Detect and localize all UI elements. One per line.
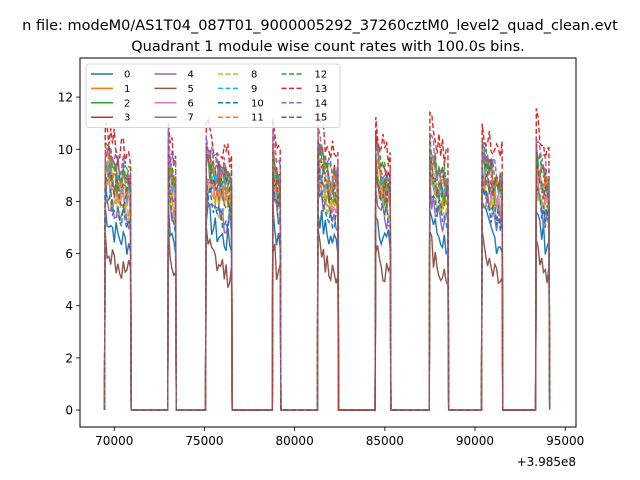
y-tick-label: 0 xyxy=(65,404,73,418)
legend-label-5: 5 xyxy=(188,84,194,95)
x-tick-label: 75000 xyxy=(185,434,223,448)
x-tick-label: 90000 xyxy=(456,434,494,448)
y-tick-label: 2 xyxy=(65,351,73,365)
chart-title: Quadrant 1 module wise count rates with … xyxy=(131,39,525,55)
legend-label-14: 14 xyxy=(315,98,328,109)
legend-label-6: 6 xyxy=(188,98,194,109)
plot-frame xyxy=(79,57,577,428)
legend-label-1: 1 xyxy=(124,84,130,95)
x-tick-label: 95000 xyxy=(546,434,584,448)
series-line-14 xyxy=(103,127,551,411)
chart-suptitle: n file: modeM0/AS1T04_087T01_9000005292_… xyxy=(22,18,618,34)
legend-label-2: 2 xyxy=(124,98,130,109)
legend-label-10: 10 xyxy=(251,98,264,109)
y-tick-label: 6 xyxy=(65,247,73,261)
series-line-0 xyxy=(103,199,551,411)
x-axis: 70000 75000 80000 85000 90000 95000 xyxy=(95,427,584,448)
legend-label-15: 15 xyxy=(315,113,328,124)
y-tick-label: 10 xyxy=(58,143,73,157)
y-tick-label: 4 xyxy=(65,299,73,313)
series-layer xyxy=(103,108,551,411)
x-tick-label: 70000 xyxy=(95,434,133,448)
series-line-10 xyxy=(103,173,551,411)
legend-label-9: 9 xyxy=(251,84,257,95)
x-tick-label: 80000 xyxy=(276,434,314,448)
legend-label-7: 7 xyxy=(188,113,194,124)
x-axis-offset-label: +3.985e8 xyxy=(517,455,576,469)
series-line-15 xyxy=(103,148,551,411)
y-tick-label: 8 xyxy=(65,195,73,209)
x-tick-label: 85000 xyxy=(366,434,404,448)
y-axis: 0 2 4 6 8 10 12 xyxy=(58,91,80,418)
legend-label-3: 3 xyxy=(124,113,130,124)
legend-label-13: 13 xyxy=(315,84,328,95)
series-line-11 xyxy=(103,141,551,411)
legend-box xyxy=(85,63,341,128)
legend-label-11: 11 xyxy=(251,113,264,124)
legend-label-8: 8 xyxy=(251,70,257,81)
series-line-5 xyxy=(103,227,551,411)
legend-label-12: 12 xyxy=(315,70,328,81)
y-tick-label: 12 xyxy=(58,91,73,105)
legend-label-0: 0 xyxy=(124,70,130,81)
legend-label-4: 4 xyxy=(188,70,194,81)
